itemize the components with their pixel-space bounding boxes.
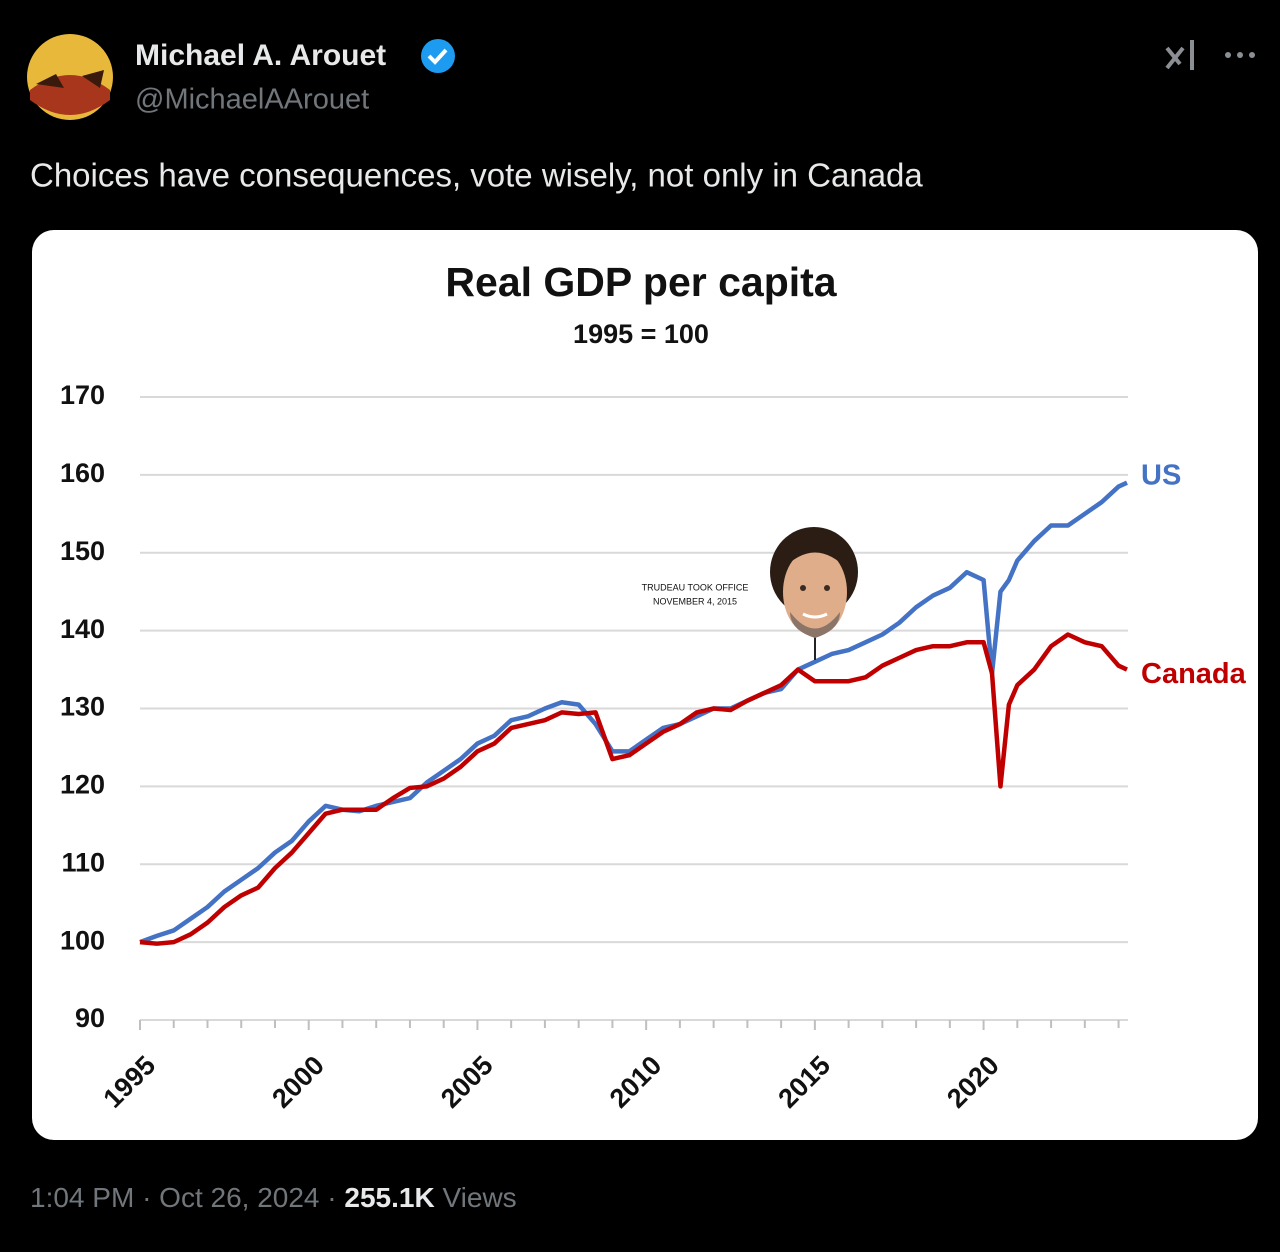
y-tick-label: 90	[75, 1003, 105, 1033]
avatar[interactable]	[27, 34, 113, 120]
author-name[interactable]: Michael A. Arouet	[135, 39, 386, 72]
y-tick-label: 160	[60, 458, 105, 488]
views-label: Views	[442, 1182, 516, 1213]
series-label: US	[1141, 459, 1181, 491]
chart-subtitle: 1995 = 100	[573, 319, 709, 349]
series-line	[139, 480, 1128, 945]
y-tick-label: 150	[60, 536, 105, 566]
y-tick-label: 130	[60, 692, 105, 722]
author-handle[interactable]: @MichaelAArouet	[135, 84, 369, 116]
tweet-meta: 1:04 PM · Oct 26, 2024 · 255.1K Views	[30, 1182, 517, 1213]
annotation: TRUDEAU TOOK OFFICE	[642, 582, 749, 592]
series-label: Canada	[1141, 658, 1247, 690]
y-tick-label: 100	[60, 925, 105, 955]
tweet-text: Choices have consequences, vote wisely, …	[30, 157, 923, 194]
verified-badge	[421, 39, 455, 73]
views-count: 255.1K	[344, 1182, 434, 1213]
chart-title: Real GDP per capita	[445, 259, 837, 305]
more-icon[interactable]	[1225, 52, 1255, 58]
time[interactable]: 1:04 PM	[30, 1182, 134, 1213]
date[interactable]: Oct 26, 2024	[159, 1182, 319, 1213]
trudeau-photo	[770, 527, 858, 660]
separator: ·	[327, 1182, 336, 1213]
annotation: NOVEMBER 4, 2015	[653, 596, 737, 606]
y-tick-label: 140	[60, 614, 105, 644]
separator: ·	[142, 1182, 151, 1213]
y-tick-label: 170	[60, 380, 105, 410]
y-tick-label: 110	[61, 847, 105, 877]
y-tick-label: 120	[60, 770, 105, 800]
grok-icon[interactable]	[1165, 40, 1194, 70]
chart-card[interactable]	[32, 230, 1258, 1140]
series-line	[139, 632, 1128, 946]
